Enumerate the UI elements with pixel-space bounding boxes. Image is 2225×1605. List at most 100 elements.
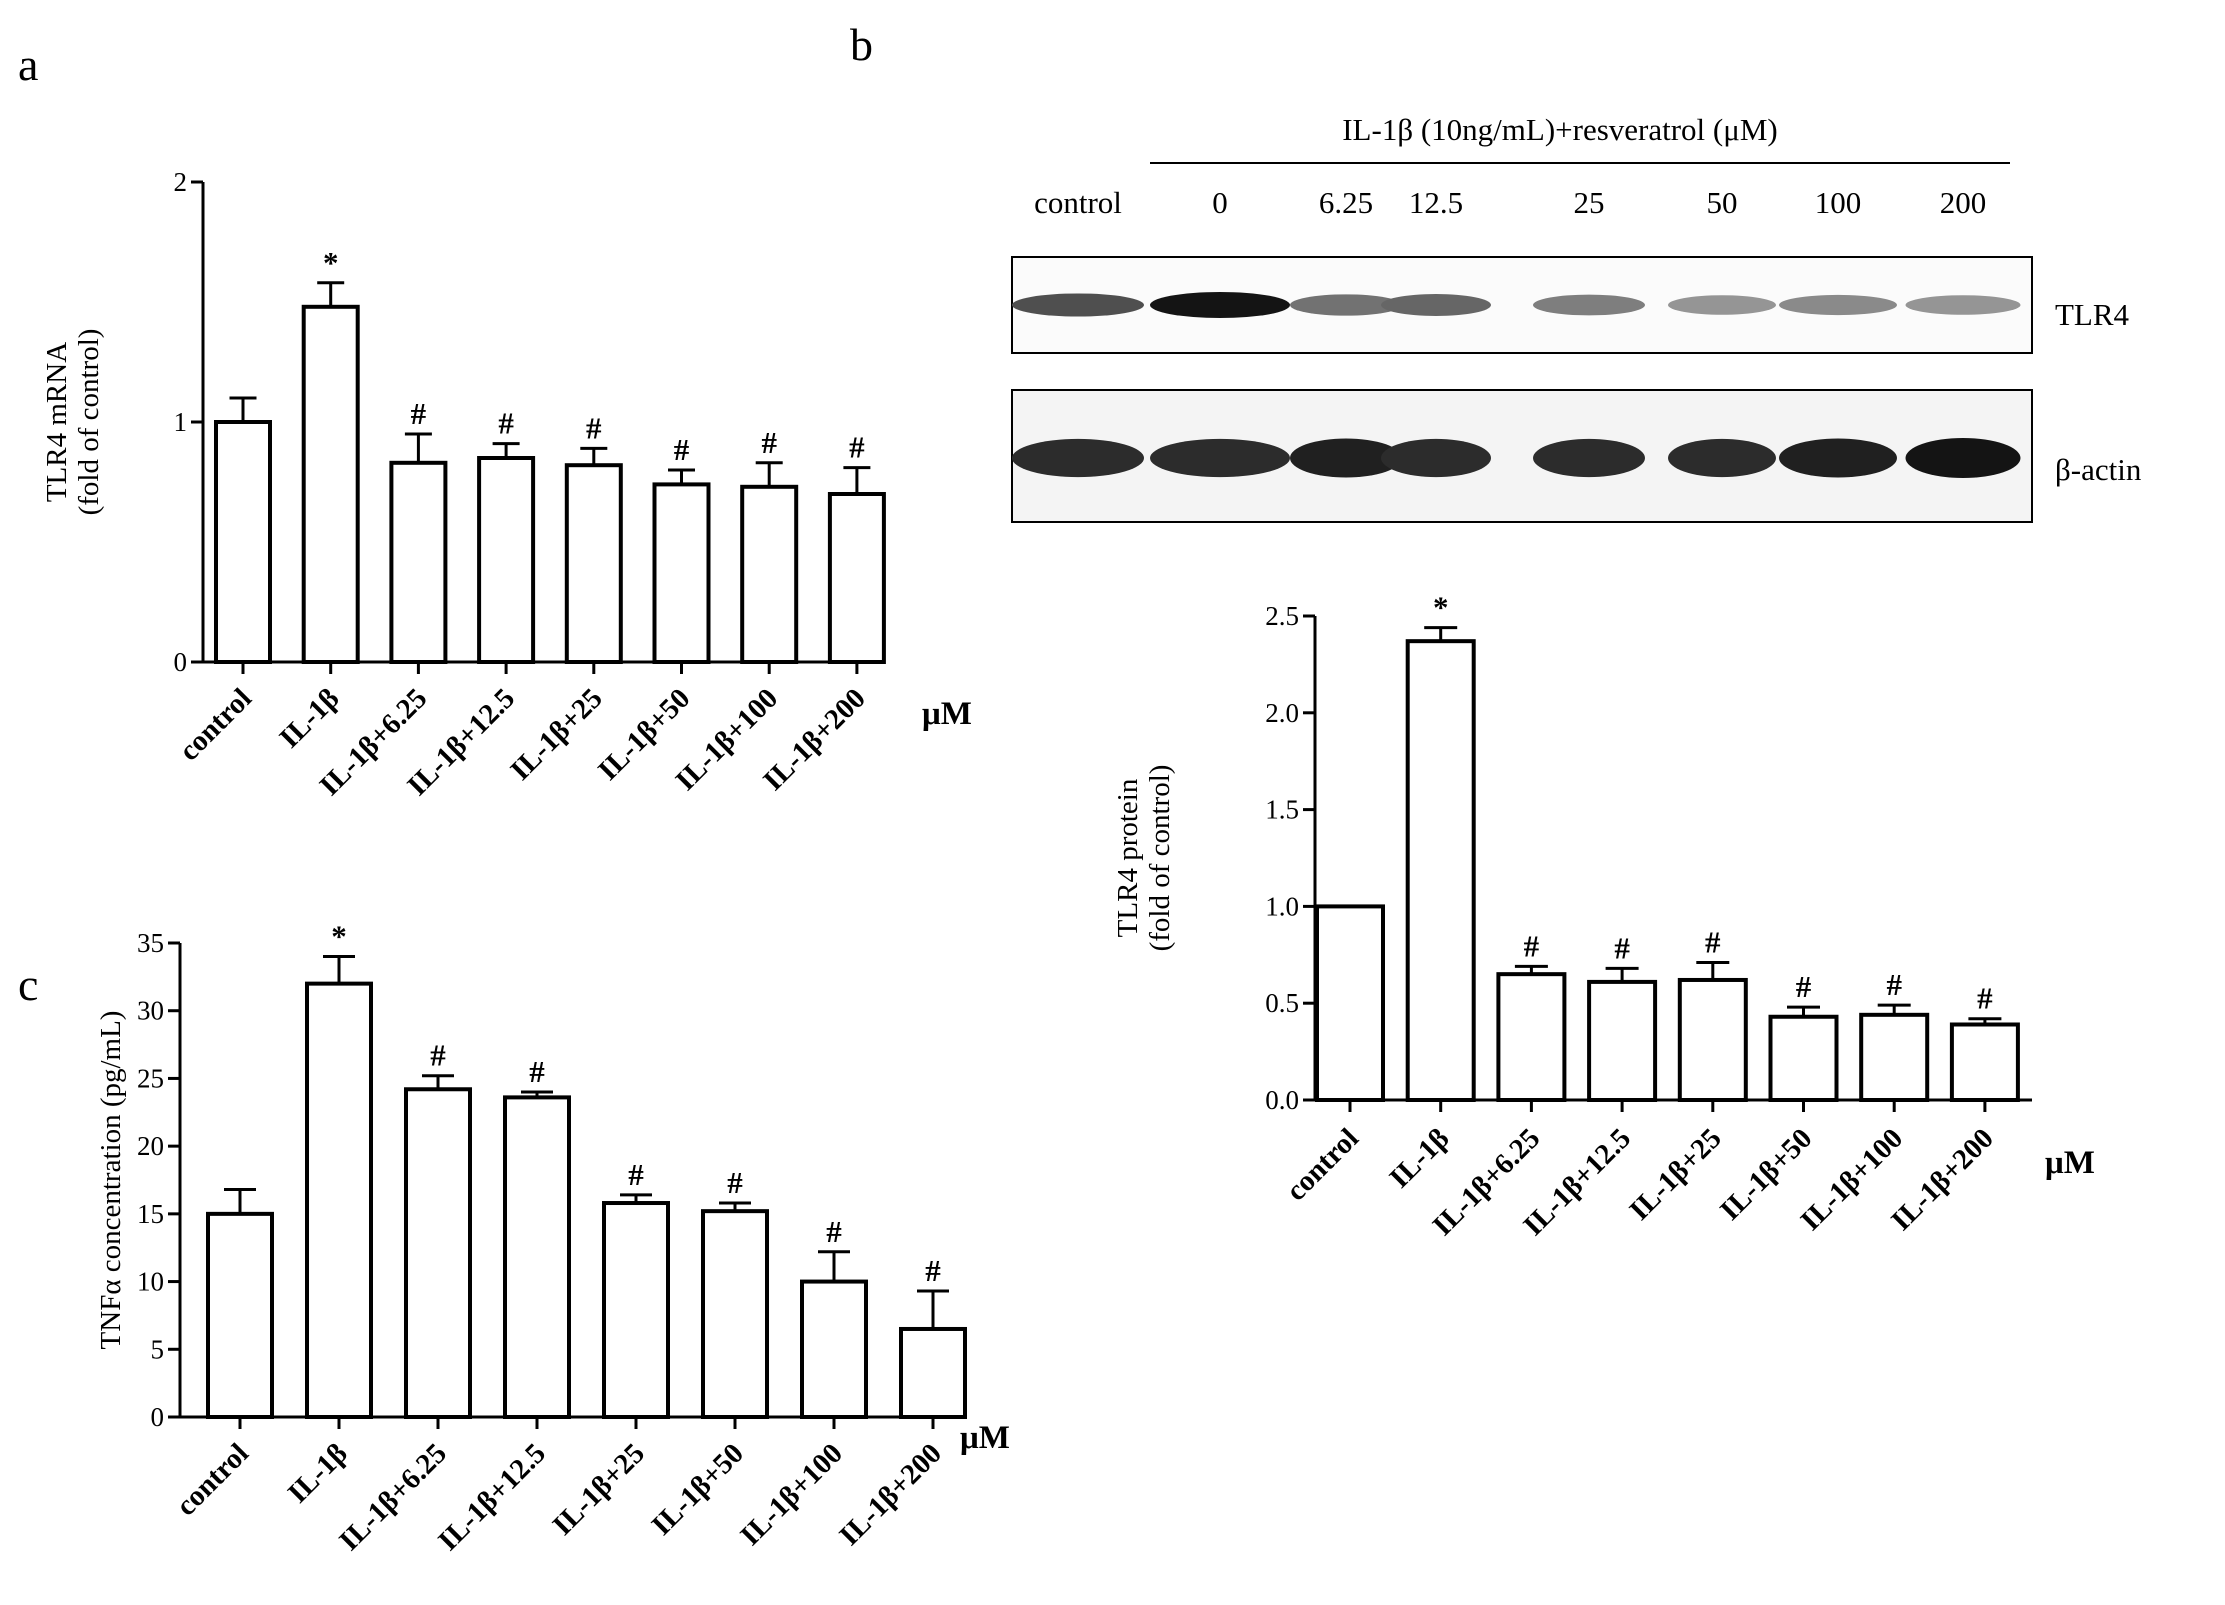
significance-marker: # — [586, 410, 602, 445]
category-label: IL-1β — [282, 1437, 354, 1509]
blot-band — [1668, 438, 1776, 478]
bar — [800, 1279, 868, 1419]
blot-band — [1779, 438, 1897, 478]
blot-lane-label: 50 — [1707, 185, 1738, 220]
category-label: IL-1β+50 — [646, 1437, 750, 1541]
bar — [1768, 1014, 1839, 1103]
significance-marker: # — [1796, 969, 1812, 1004]
panel-letter-b: b — [850, 19, 873, 70]
bar — [1677, 977, 1748, 1103]
bar — [1496, 972, 1567, 1102]
y-tick-label: 0 — [174, 647, 188, 677]
blot-band — [1381, 438, 1491, 478]
significance-marker: # — [849, 430, 865, 465]
blot-lane-label: 200 — [1940, 185, 1987, 220]
blot-band — [1533, 438, 1645, 478]
category-label: control — [170, 1437, 255, 1522]
category-label: IL-1β+25 — [547, 1437, 651, 1541]
category-label: IL-1β+12.5 — [432, 1437, 552, 1557]
unit-label: μM — [960, 1420, 1010, 1456]
significance-marker: # — [826, 1214, 842, 1249]
blot-treatment-label: IL-1β (10ng/mL)+resveratrol (μM) — [1342, 112, 1778, 147]
unit-label: μM — [2045, 1145, 2095, 1181]
category-label: IL-1β — [1383, 1122, 1455, 1194]
chart-b: 0.0 0.5 1.0 1.5 2.0 2.5 TLR4 protein (fold of c… — [1112, 590, 2095, 1242]
significance-marker: # — [1705, 925, 1721, 960]
significance-marker: # — [1524, 928, 1540, 963]
significance-marker: # — [674, 432, 690, 467]
blot-band — [1381, 294, 1491, 316]
y-tick-label: 1.5 — [1265, 795, 1299, 825]
blot-band — [1668, 295, 1776, 315]
bar — [1859, 1012, 1930, 1102]
unit-label: μM — [922, 696, 972, 732]
bar — [1949, 1022, 2020, 1102]
chart-c: 0 5 10 15 20 25 30 35 TNFα concentration (pg/mL)… — [95, 919, 1010, 1558]
y-axis-label: TLR4 protein — [1112, 778, 1144, 937]
category-label: IL-1β+100 — [734, 1437, 849, 1552]
category-label: control — [1280, 1122, 1365, 1207]
blot-band — [1012, 438, 1144, 478]
y-tick-label: 0.5 — [1265, 988, 1299, 1018]
y-tick-label: 5 — [151, 1334, 165, 1364]
blot-band — [1012, 293, 1144, 317]
y-tick-label: 0.0 — [1265, 1085, 1299, 1115]
bar — [1587, 979, 1658, 1102]
significance-marker: # — [925, 1253, 941, 1288]
blot-lane-label: 100 — [1815, 185, 1862, 220]
bar — [305, 981, 373, 1420]
blot-lane-label: 6.25 — [1319, 185, 1373, 220]
category-label: IL-1β+25 — [504, 682, 608, 786]
significance-marker: # — [1977, 981, 1993, 1016]
y-axis-label: TNFα concentration (pg/mL) — [95, 1011, 127, 1350]
category-label: IL-1β+6.25 — [333, 1437, 453, 1557]
significance-marker: # — [430, 1038, 446, 1073]
category-label: IL-1β+200 — [833, 1437, 948, 1552]
significance-marker: # — [727, 1165, 743, 1200]
blot-row-label-actin: β-actin — [2055, 452, 2142, 487]
significance-marker: # — [411, 396, 427, 431]
y-axis-label: (fold of control) — [73, 329, 105, 516]
bar — [652, 482, 711, 664]
significance-marker: # — [761, 425, 777, 460]
y-tick-label: 2.5 — [1265, 601, 1299, 631]
blot-lane-label: 0 — [1212, 185, 1228, 220]
y-tick-label: 25 — [137, 1063, 164, 1093]
y-axis-label: TLR4 mRNA — [41, 342, 73, 502]
significance-marker: * — [331, 919, 347, 954]
bar — [1315, 904, 1385, 1103]
blot-lane-labels: control 0 6.25 12.5 25 50 100 200 — [1034, 185, 1986, 220]
bar — [1405, 639, 1476, 1103]
significance-marker: # — [1614, 930, 1630, 965]
significance-marker: # — [498, 406, 514, 441]
blot-lane-label: 25 — [1574, 185, 1605, 220]
blot-band — [1150, 292, 1290, 318]
category-label: control — [173, 682, 258, 767]
blot-band — [1150, 438, 1290, 478]
bar — [740, 484, 799, 664]
y-tick-label: 10 — [137, 1267, 164, 1297]
bar — [404, 1087, 472, 1419]
bar — [206, 1211, 274, 1420]
y-tick-label: 1 — [174, 407, 188, 437]
blot-band — [1290, 294, 1402, 316]
bar — [564, 463, 623, 665]
y-tick-label: 20 — [137, 1131, 164, 1161]
bar — [899, 1326, 967, 1420]
blot-band — [1905, 295, 2021, 315]
blot-band — [1779, 294, 1897, 316]
bar — [503, 1095, 571, 1419]
blot-band — [1533, 294, 1645, 316]
significance-marker: # — [529, 1054, 545, 1089]
y-tick-label: 35 — [137, 928, 164, 958]
blot-lane-label: 12.5 — [1409, 185, 1463, 220]
y-tick-label: 15 — [137, 1199, 164, 1229]
bar — [701, 1209, 769, 1419]
blot-band — [1905, 438, 2021, 478]
significance-marker: * — [323, 245, 339, 280]
blot-bands — [1012, 292, 2021, 478]
y-tick-label: 30 — [137, 996, 164, 1026]
bar — [214, 420, 272, 664]
bar — [301, 304, 360, 664]
